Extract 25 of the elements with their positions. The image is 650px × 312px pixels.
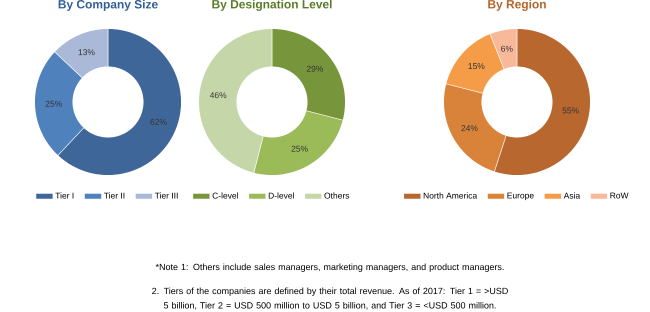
data-label: 29%: [306, 66, 324, 72]
data-label: 55%: [562, 108, 579, 114]
data-label: 62%: [150, 118, 167, 125]
data-label: 46%: [210, 92, 226, 98]
legend-label: North America: [424, 192, 478, 199]
chart-title: By Company Size: [58, 0, 158, 11]
legend-label: D-level: [268, 192, 294, 199]
legend-label: Tier III: [154, 192, 178, 199]
legend-label: Europe: [507, 192, 534, 200]
legend-label: RoW: [610, 192, 629, 198]
chart-title: By Region: [488, 0, 546, 11]
legend-label: C-level: [212, 192, 238, 199]
text: 2. Tiers of the companies are defined by their total revenue. As of 2017: Tier 1 = >USD 5 billion, Tier 2 = USD 500 million to USD 5 billion, and Tier 3 = <USD 500 million.: [152, 288, 508, 310]
data-label: 25%: [292, 146, 308, 152]
legend-label: Others: [324, 192, 350, 199]
legend-label: Tier II: [104, 192, 124, 199]
chart-title: By Designation Level: [212, 0, 332, 11]
legend-label: Tier I: [55, 192, 74, 199]
data-label: 13%: [78, 49, 95, 56]
data-label: 6%: [501, 46, 513, 52]
data-label: 24%: [461, 125, 478, 132]
legend-label: Asia: [564, 192, 580, 199]
data-label: 15%: [468, 63, 484, 70]
text: *Note 1: Others include sales managers, marketing managers, and product managers.: [156, 264, 504, 272]
data-label: 25%: [46, 100, 62, 107]
